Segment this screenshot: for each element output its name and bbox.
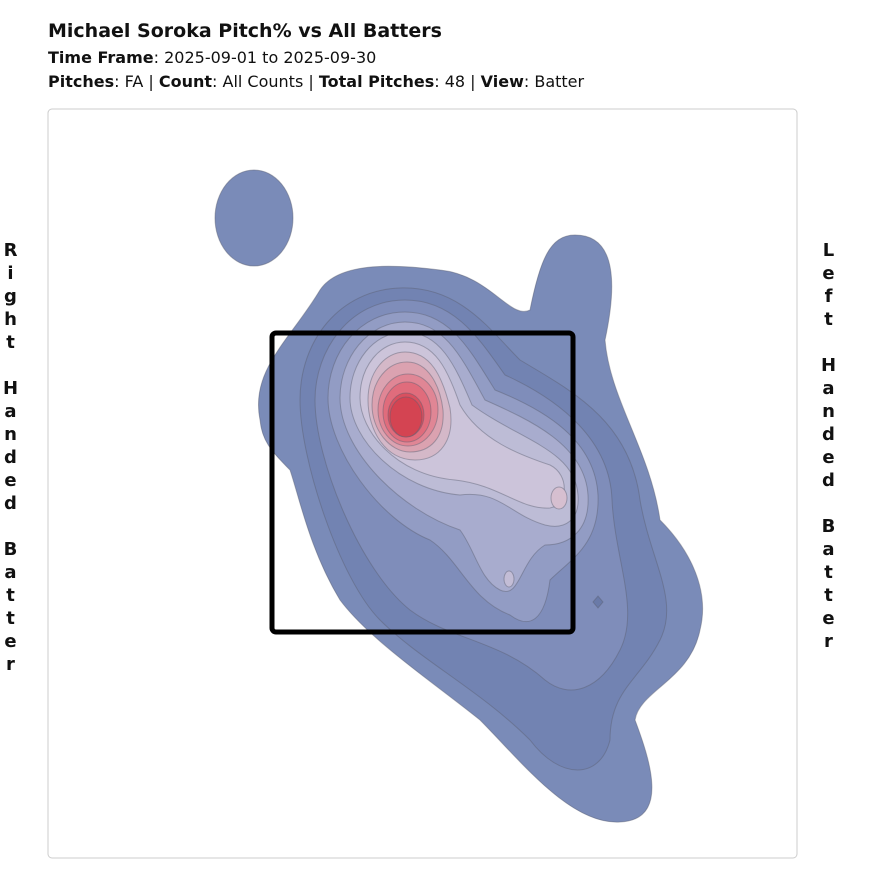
filter-label: Pitches	[48, 72, 115, 91]
filter-label: Total Pitches	[318, 72, 435, 91]
filter-label: Count	[158, 72, 213, 91]
time-frame-label: Time Frame	[48, 48, 154, 67]
side-label: Right Handed Batter	[0, 240, 21, 677]
contour	[389, 396, 423, 438]
contour	[550, 486, 568, 510]
filters: Pitches: FA | Count: All Counts | Total …	[48, 72, 585, 91]
side-label: Left Handed Batter	[818, 240, 839, 654]
title: Michael Soroka Pitch% vs All Batters	[48, 20, 442, 42]
filter-value: 48	[444, 72, 466, 91]
filter-label: View	[480, 72, 524, 91]
contour	[592, 595, 604, 609]
time-frame: Time Frame: 2025-09-01 to 2025-09-30	[48, 48, 377, 67]
filter-value: Batter	[534, 72, 585, 91]
filter-value: FA	[124, 72, 144, 91]
filter-value: All Counts	[222, 72, 304, 91]
strike-zone	[269, 330, 576, 635]
contour	[503, 570, 515, 588]
time-frame-value: 2025-09-01 to 2025-09-30	[164, 48, 377, 67]
contour	[214, 169, 294, 267]
